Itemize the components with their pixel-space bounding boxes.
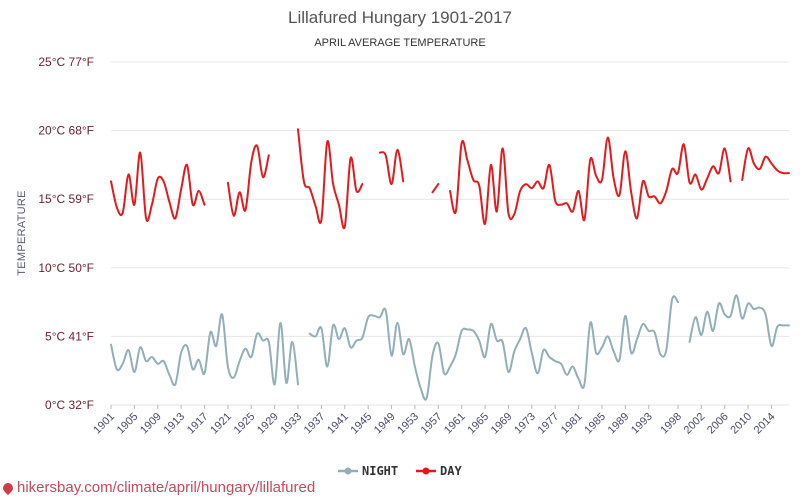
legend-item-night[interactable]: NIGHT [338, 464, 398, 478]
legend-night-label: NIGHT [362, 464, 398, 478]
x-tick-label: 1917 [185, 411, 211, 437]
x-tick-label: 1929 [255, 411, 281, 437]
x-tick-labels: 1901190519091913191719211925192919331937… [91, 405, 778, 437]
x-tick-label: 1905 [115, 411, 141, 437]
x-tick-label: 1957 [419, 411, 445, 437]
series-day-line [449, 136, 732, 225]
source-link[interactable]: hikersbay.com/climate/april/hungary/lill… [0, 479, 316, 496]
chart-subtitle: APRIL AVERAGE TEMPERATURE [314, 37, 485, 49]
x-tick-label: 1981 [559, 411, 585, 437]
x-tick-label: 1901 [91, 411, 117, 437]
y-tick-label: 15°C 59°F [38, 192, 94, 206]
x-tick-label: 1925 [232, 411, 258, 437]
series-day-line [431, 183, 440, 194]
y-tick-label: 20°C 68°F [38, 124, 94, 138]
series-day-line [297, 128, 364, 230]
x-tick-label: 2002 [682, 411, 708, 437]
y-tick-label: 5°C 41°F [45, 329, 94, 343]
series-day-line [741, 147, 790, 181]
gridlines [111, 61, 789, 406]
series-lines [110, 128, 790, 401]
location-pin-icon [0, 480, 16, 496]
y-tick-label: 10°C 50°F [38, 261, 94, 275]
legend-day-label: DAY [440, 464, 462, 478]
x-tick-label: 1913 [161, 411, 187, 437]
series-day-line [378, 148, 405, 186]
x-tick-label: 1989 [606, 411, 632, 437]
x-tick-label: 1909 [138, 411, 164, 437]
x-tick-label: 1965 [465, 411, 491, 437]
series-night-line [308, 295, 679, 401]
x-tick-label: 1921 [208, 411, 234, 437]
x-tick-label: 1961 [442, 411, 468, 437]
x-tick-label: 2010 [728, 411, 754, 437]
x-tick-label: 1941 [325, 411, 351, 437]
x-tick-label: 1977 [536, 411, 562, 437]
series-day [110, 128, 790, 230]
x-tick-label: 1949 [372, 411, 398, 437]
x-tick-label: 1937 [302, 411, 328, 437]
x-tick-label: 1945 [348, 411, 374, 437]
x-tick-label: 2006 [705, 411, 731, 437]
series-day-line [110, 151, 206, 222]
x-tick-label: 1993 [629, 411, 655, 437]
chart-title: Lillafured Hungary 1901-2017 [288, 8, 512, 27]
series-night [110, 294, 790, 401]
legend[interactable]: NIGHT DAY [338, 464, 462, 478]
y-tick-label: 25°C 77°F [38, 55, 94, 69]
x-tick-label: 1969 [489, 411, 515, 437]
x-tick-label: 1998 [658, 411, 684, 437]
x-tick-label: 1953 [395, 411, 421, 437]
legend-night-marker [344, 467, 352, 475]
series-day-line [226, 144, 270, 217]
x-tick-label: 1985 [582, 411, 608, 437]
series-night-line [688, 294, 790, 348]
y-tick-label: 0°C 32°F [45, 398, 94, 412]
x-tick-label: 1933 [278, 411, 304, 437]
legend-day-marker [422, 467, 430, 475]
y-axis-title: TEMPERATURE [16, 190, 28, 276]
legend-item-day[interactable]: DAY [416, 464, 462, 478]
series-night-line [110, 313, 299, 387]
source-link-text: hikersbay.com/climate/april/hungary/lill… [17, 479, 316, 496]
x-tick-label: 2014 [752, 411, 778, 437]
x-tick-label: 1973 [512, 411, 538, 437]
y-tick-labels: 0°C 32°F 5°C 41°F 10°C 50°F 15°C 59°F 20°C 6… [38, 55, 94, 412]
